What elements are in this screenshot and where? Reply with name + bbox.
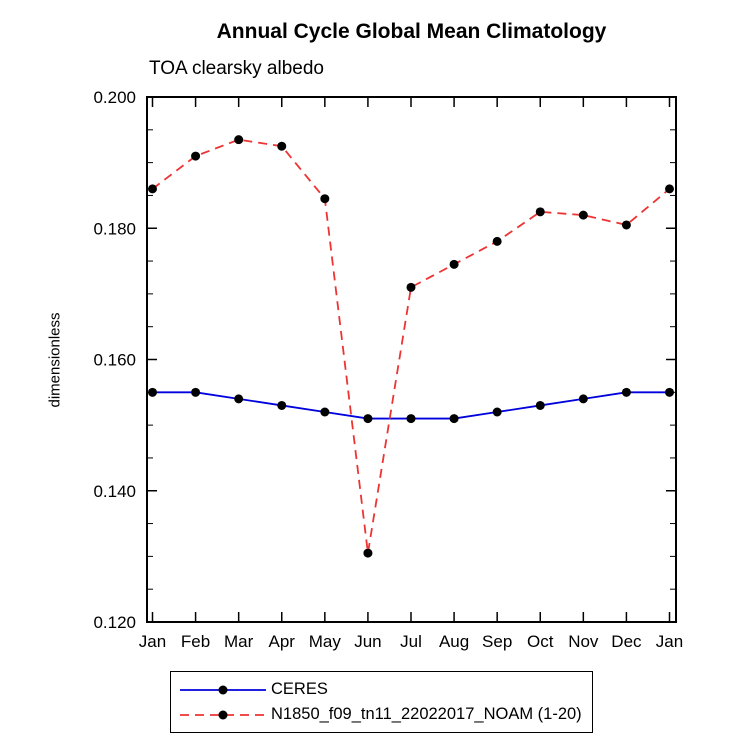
model-line-sample bbox=[180, 710, 266, 719]
chart-subtitle: TOA clearsky albedo bbox=[149, 58, 324, 79]
x-tick-label: May bbox=[309, 632, 342, 651]
y-tick-label: 0.200 bbox=[93, 88, 136, 107]
y-tick-label: 0.160 bbox=[93, 351, 136, 370]
data-point-series-1 bbox=[363, 548, 373, 558]
data-point-series-0 bbox=[148, 387, 157, 397]
plot-frame bbox=[146, 96, 677, 623]
data-point-series-0 bbox=[406, 414, 416, 424]
y-tick-label: 0.140 bbox=[93, 482, 136, 501]
data-point-series-1 bbox=[191, 151, 201, 161]
data-point-series-0 bbox=[234, 394, 244, 404]
x-tick-label: Jan bbox=[656, 632, 683, 651]
x-tick-label: Sep bbox=[482, 632, 512, 651]
data-point-series-1 bbox=[578, 210, 588, 220]
data-point-series-1 bbox=[406, 282, 416, 292]
legend-label-model: N1850_f09_tn11_22022017_NOAM (1-20) bbox=[271, 705, 582, 723]
legend: CERES N1850_f09_tn11_22022017_NOAM (1-20… bbox=[170, 671, 593, 733]
legend-item-model: N1850_f09_tn11_22022017_NOAM (1-20) bbox=[177, 702, 582, 727]
x-tick-label: Oct bbox=[527, 632, 554, 651]
x-tick-label: Mar bbox=[224, 632, 254, 651]
data-point-series-1 bbox=[492, 236, 502, 246]
data-point-series-0 bbox=[363, 414, 373, 424]
x-tick-label: Nov bbox=[568, 632, 599, 651]
data-point-series-0 bbox=[665, 387, 674, 397]
x-tick-label: Feb bbox=[181, 632, 210, 651]
data-point-series-0 bbox=[320, 407, 330, 417]
data-point-series-0 bbox=[492, 407, 502, 417]
data-point-series-1 bbox=[449, 259, 459, 269]
data-point-series-0 bbox=[621, 387, 631, 397]
chart-title: Annual Cycle Global Mean Climatology bbox=[216, 20, 607, 43]
legend-label-ceres: CERES bbox=[271, 680, 328, 698]
x-tick-label: Jun bbox=[354, 632, 381, 651]
x-tick-label: Jan bbox=[139, 632, 166, 651]
data-point-series-1 bbox=[277, 141, 287, 151]
x-tick-label: Dec bbox=[611, 632, 642, 651]
data-point-series-1 bbox=[148, 184, 157, 194]
data-point-series-0 bbox=[578, 394, 588, 404]
x-tick-label: Aug bbox=[439, 632, 469, 651]
data-point-series-1 bbox=[665, 184, 674, 194]
data-point-series-0 bbox=[277, 400, 287, 410]
y-tick-label: 0.180 bbox=[93, 219, 136, 238]
data-point-series-1 bbox=[234, 135, 244, 145]
data-point-series-0 bbox=[191, 387, 201, 397]
data-point-series-0 bbox=[535, 400, 545, 410]
data-point-series-1 bbox=[320, 194, 330, 204]
legend-item-ceres: CERES bbox=[177, 677, 582, 702]
data-point-series-0 bbox=[449, 414, 459, 424]
y-tick-label: 0.120 bbox=[93, 613, 136, 632]
ceres-line-sample bbox=[180, 685, 266, 694]
x-tick-label: Apr bbox=[269, 632, 296, 651]
x-tick-label: Jul bbox=[400, 632, 422, 651]
series-line-1 bbox=[151, 138, 671, 554]
data-point-series-1 bbox=[535, 207, 545, 217]
data-point-series-1 bbox=[621, 220, 631, 230]
